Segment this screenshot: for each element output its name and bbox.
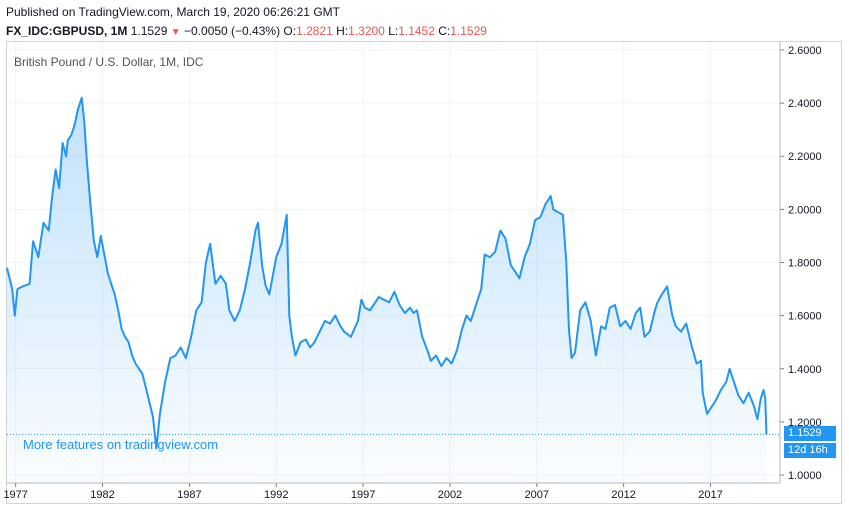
y-tick-label: 2.0000 [788, 204, 822, 216]
published-text: Published on TradingView.com, March 19, … [6, 5, 340, 19]
x-tick-label: 2007 [525, 489, 549, 501]
y-tick-label: 1.0000 [788, 470, 822, 482]
axes: 1.0000 1.2000 1.4000 1.6000 1.8000 2.0000 2.20… [3, 42, 822, 501]
open-label: O: [283, 24, 297, 38]
low-label: L: [388, 24, 399, 38]
y-tick-label: 1.4000 [788, 364, 822, 376]
y-tick-label: 1.6000 [788, 311, 822, 323]
price-change: −0.0050 (−0.43%) [184, 24, 281, 38]
published-caption: Published on TradingView.com, March 19, … [6, 5, 340, 19]
symbol-label: FX_IDC:GBPUSD, 1M [6, 24, 128, 38]
high-value: 1.3200 [348, 24, 385, 38]
down-arrow-icon: ▼ [170, 27, 181, 38]
x-tick-label: 1992 [264, 489, 288, 501]
countdown-tag: 12d 16h [784, 443, 836, 459]
y-tick-label: 1.8000 [788, 258, 822, 270]
y-tick-label: 2.4000 [788, 98, 822, 110]
chart-frame [6, 41, 842, 504]
chart-legend-title: British Pound / U.S. Dollar, 1M, IDC [14, 55, 204, 69]
x-tick-label: 1977 [3, 489, 27, 501]
close-label: C: [438, 24, 451, 38]
symbol-info-bar: FX_IDC:GBPUSD, 1M 1.1529 ▼ −0.0050 (−0.4… [6, 24, 487, 38]
last-price: 1.1529 [130, 24, 168, 38]
open-value: 1.2821 [296, 24, 333, 38]
high-label: H: [336, 24, 349, 38]
x-tick-label: 2012 [611, 489, 635, 501]
close-value: 1.1529 [450, 24, 487, 38]
x-tick-label: 2017 [698, 489, 722, 501]
low-value: 1.1452 [398, 24, 435, 38]
y-tick-label: 1.2000 [788, 417, 822, 429]
promo-link[interactable]: More features on tradingview.com [23, 437, 219, 452]
x-tick-label: 1997 [351, 489, 375, 501]
y-tick-label: 2.6000 [788, 45, 822, 57]
x-tick-label: 1982 [90, 489, 114, 501]
area-series [6, 96, 780, 484]
series-area-fill [7, 97, 767, 484]
y-tick-label: 2.2000 [788, 151, 822, 163]
series-line [6, 96, 768, 450]
x-tick-label: 2002 [438, 489, 462, 501]
last-price-tag: 1.1529 [784, 426, 836, 442]
x-tick-label: 1987 [177, 489, 201, 501]
